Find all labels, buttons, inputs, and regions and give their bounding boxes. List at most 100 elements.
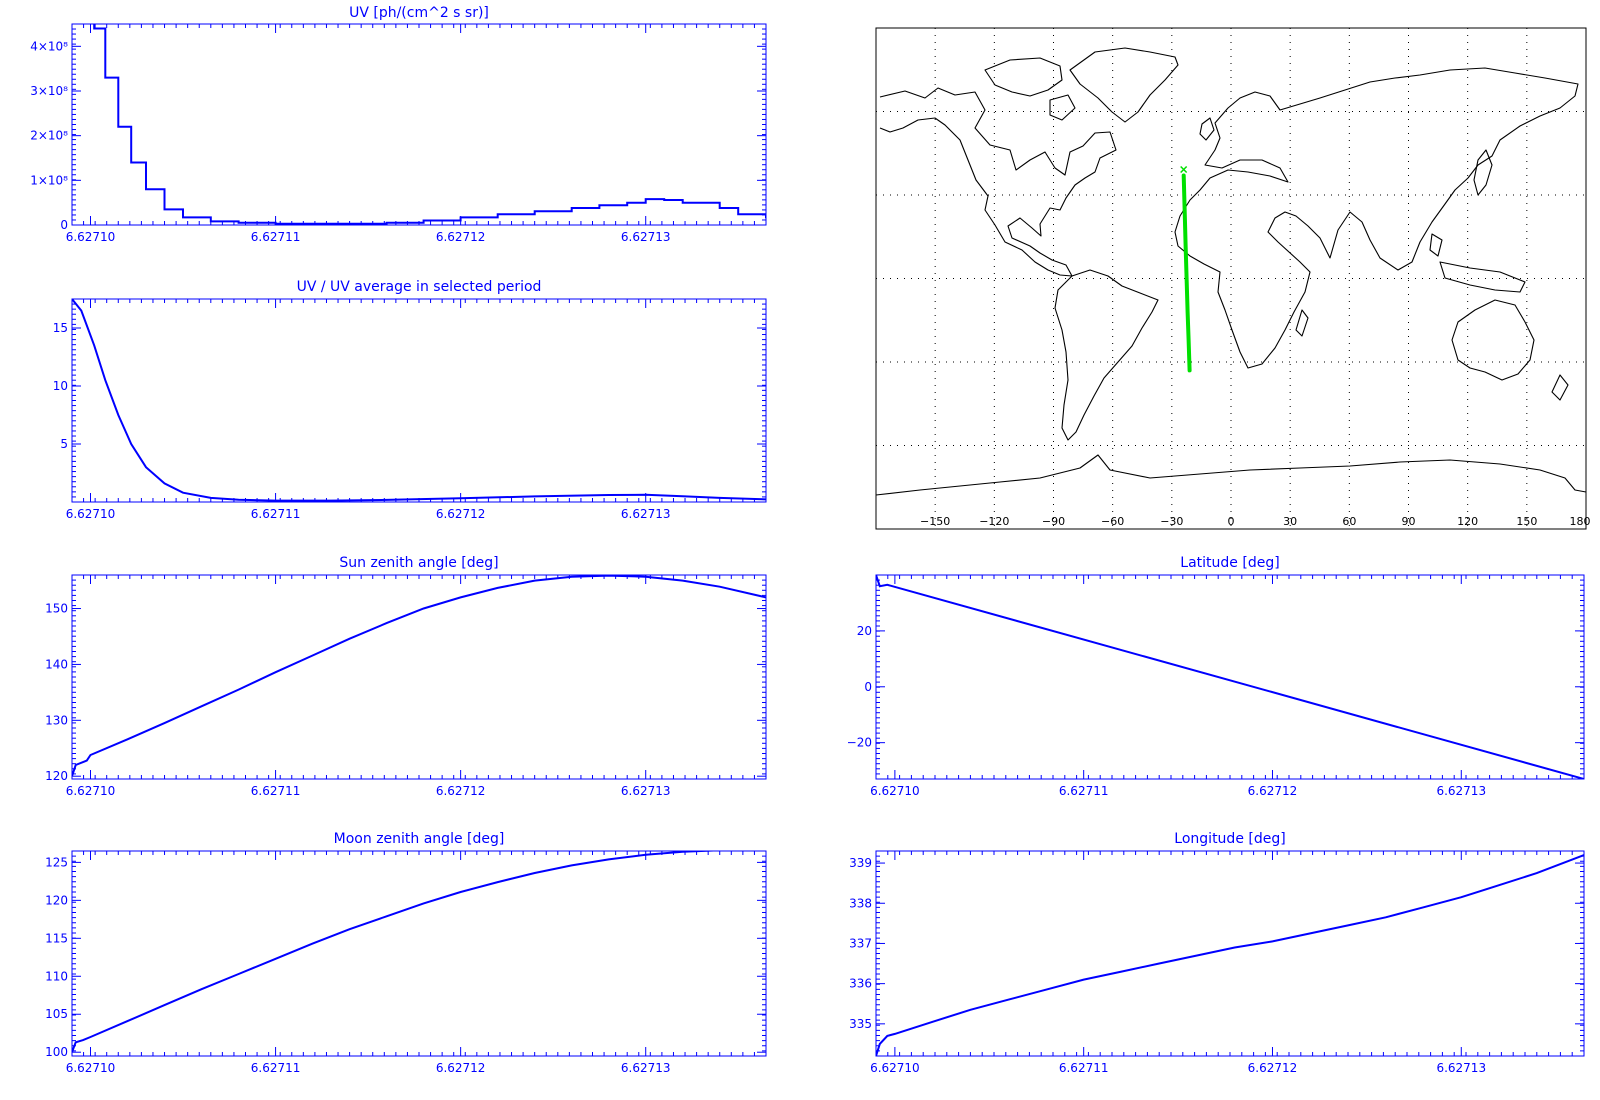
x-tick-label: 6.62712 <box>436 507 486 521</box>
map-frame <box>875 27 1587 530</box>
y-tick-label: 120 <box>45 769 68 783</box>
coastline-arctic-islands <box>984 57 1076 121</box>
y-tick-label: −20 <box>847 736 872 750</box>
y-tick-label: 110 <box>45 969 68 983</box>
x-tick-label: 6.62713 <box>1436 1061 1486 1075</box>
x-tick-label: 6.62711 <box>1059 1061 1109 1075</box>
map-longitude-tick-label: 180 <box>1570 515 1591 528</box>
y-tick-label: 115 <box>45 931 68 945</box>
chart-title-moon-zenith: Moon zenith angle [deg] <box>334 831 505 847</box>
x-tick-label: 6.62710 <box>870 784 920 798</box>
coastline-madagascar <box>1295 309 1309 337</box>
y-tick-label: 0 <box>864 680 872 694</box>
map-longitude-tick-label: −60 <box>1101 515 1124 528</box>
x-tick-label: 6.62710 <box>66 784 116 798</box>
chart-title-uv-ratio: UV / UV average in selected period <box>297 279 542 295</box>
x-tick-label: 6.62713 <box>621 230 671 244</box>
y-tick-label: 120 <box>45 893 68 907</box>
moon-zenith-series-line <box>72 851 733 1053</box>
chart-title-latitude: Latitude [deg] <box>1180 555 1279 571</box>
track-start-marker <box>1180 165 1188 174</box>
y-tick-label: 100 <box>45 1045 68 1059</box>
sun-zenith-series-line <box>72 575 766 777</box>
y-tick-label: 15 <box>53 321 68 335</box>
y-tick-label: 335 <box>849 1017 872 1031</box>
x-tick-label: 6.62711 <box>251 507 301 521</box>
x-tick-label: 6.62712 <box>436 1061 486 1075</box>
chart-title-longitude: Longitude [deg] <box>1174 831 1285 847</box>
x-tick-label: 6.62711 <box>1059 784 1109 798</box>
y-tick-label: 10 <box>53 379 68 393</box>
coastline-japan <box>1473 149 1493 196</box>
coastline-south-america <box>1054 269 1159 441</box>
y-tick-label: 1×10⁸ <box>30 173 68 187</box>
x-tick-label: 6.62710 <box>66 507 116 521</box>
map-longitude-tick-label: −150 <box>920 515 950 528</box>
map-orbit-track <box>1180 165 1192 373</box>
coastline-southeast-asia-islands <box>1429 233 1526 293</box>
x-tick-label: 6.62713 <box>621 784 671 798</box>
x-tick-label: 6.62712 <box>1248 784 1298 798</box>
coastline-new-zealand <box>1551 374 1569 401</box>
panel-latitude: Latitude [deg] 6.62710 6.62711 6.62712 6.62… <box>847 555 1585 798</box>
map-coastlines <box>875 47 1587 496</box>
coastline-australia <box>1451 299 1535 381</box>
map-longitude-tick-label: 30 <box>1283 515 1297 528</box>
map-longitude-tick-label: 90 <box>1402 515 1416 528</box>
latitude-series-line <box>876 575 1584 779</box>
x-tick-label: 6.62710 <box>66 230 116 244</box>
longitude-series-line <box>876 854 1584 1056</box>
map-longitude-ticks: −150 −120 −90 −60 −30 0 30 60 90 120 150 180 <box>920 515 1590 528</box>
y-tick-label: 336 <box>849 977 872 991</box>
x-tick-label: 6.62712 <box>436 230 486 244</box>
x-tick-label: 6.62713 <box>1436 784 1486 798</box>
x-tick-label: 6.62711 <box>251 784 301 798</box>
y-tick-label: 2×10⁸ <box>30 129 68 143</box>
orbit-track-line <box>1181 173 1192 373</box>
coastline-british-isles <box>1199 117 1215 141</box>
x-tick-label: 6.62711 <box>251 1061 301 1075</box>
uv-series-line <box>93 24 766 225</box>
y-tick-label: 338 <box>849 896 872 910</box>
map-longitude-tick-label: 0 <box>1228 515 1235 528</box>
chart-title-uv: UV [ph/(cm^2 s sr)] <box>349 5 489 21</box>
y-tick-label: 150 <box>45 602 68 616</box>
panel-longitude: Longitude [deg] 6.62710 6.62711 6.62712 6.6… <box>849 831 1585 1075</box>
y-tick-label: 3×10⁸ <box>30 84 68 98</box>
panel-sun-zenith: Sun zenith angle [deg] 6.62710 6.62711 6.6… <box>45 555 767 798</box>
panel-map: −150 −120 −90 −60 −30 0 30 60 90 120 150 180 <box>875 27 1591 530</box>
panel-moon-zenith: Moon zenith angle [deg] 6.62710 6.62711 6.… <box>45 831 767 1075</box>
x-tick-label: 6.62713 <box>621 507 671 521</box>
map-longitude-tick-label: −90 <box>1042 515 1065 528</box>
y-tick-label: 140 <box>45 657 68 671</box>
y-tick-label: 4×10⁸ <box>30 39 68 53</box>
y-tick-label: 337 <box>849 936 872 950</box>
y-tick-label: 339 <box>849 856 872 870</box>
x-tick-label: 6.62713 <box>621 1061 671 1075</box>
map-longitude-tick-label: 60 <box>1342 515 1356 528</box>
uv-ratio-series-line <box>72 299 766 502</box>
x-tick-label: 6.62712 <box>436 784 486 798</box>
y-tick-label: 105 <box>45 1007 68 1021</box>
panel-uv: UV [ph/(cm^2 s sr)] 6.62710 6.62711 6.6271… <box>30 5 767 244</box>
map-longitude-tick-label: −120 <box>979 515 1009 528</box>
y-tick-label: 130 <box>45 713 68 727</box>
x-tick-label: 6.62710 <box>870 1061 920 1075</box>
y-tick-label: 0 <box>60 218 68 232</box>
coastline-antarctica <box>875 454 1587 496</box>
x-tick-label: 6.62710 <box>66 1061 116 1075</box>
x-tick-label: 6.62712 <box>1248 1061 1298 1075</box>
y-tick-label: 5 <box>60 437 68 451</box>
panel-uv-ratio: UV / UV average in selected period 6.627… <box>53 279 767 521</box>
y-tick-label: 20 <box>857 624 872 638</box>
map-longitude-tick-label: 150 <box>1516 515 1537 528</box>
map-longitude-tick-label: 120 <box>1457 515 1478 528</box>
y-tick-label: 125 <box>45 855 68 869</box>
coastline-greenland <box>1069 47 1179 123</box>
x-tick-label: 6.62711 <box>251 230 301 244</box>
chart-title-sun-zenith: Sun zenith angle [deg] <box>339 555 498 571</box>
coastline-eurasia-africa <box>1174 67 1579 369</box>
coastline-north-america <box>879 87 1117 277</box>
map-longitude-tick-label: −30 <box>1160 515 1183 528</box>
